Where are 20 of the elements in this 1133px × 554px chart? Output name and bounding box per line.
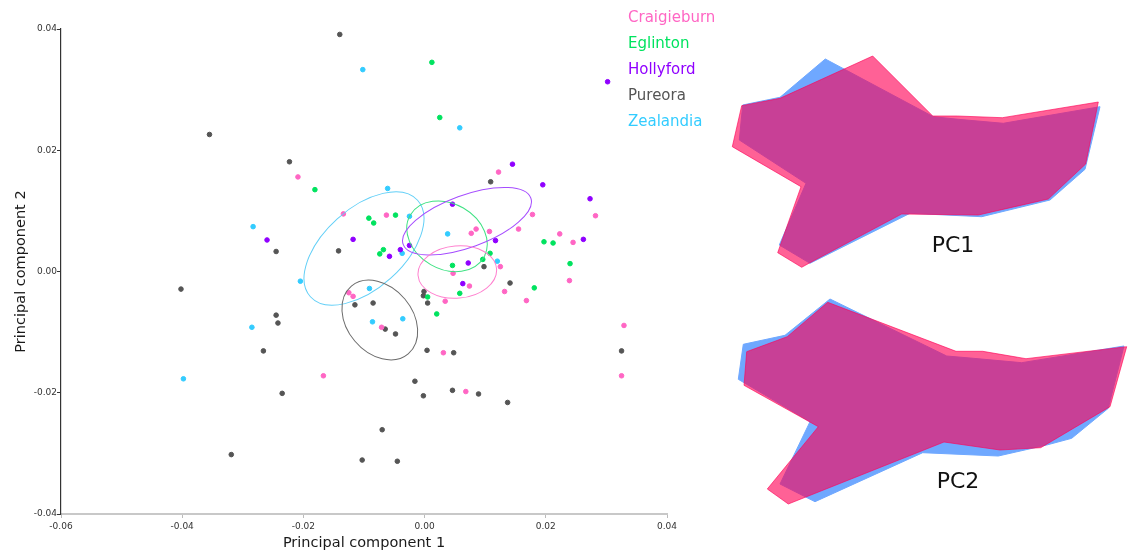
- x-tick-label: 0.04: [656, 520, 678, 531]
- y-tick-label: -0.02: [33, 387, 57, 398]
- text: PC2: [936, 467, 980, 493]
- x-tick-label: -0.04: [170, 520, 195, 531]
- y-tick-label: 0.00: [36, 265, 58, 276]
- y-tick-label: 0.04: [36, 23, 58, 34]
- x-tick-label: -0.06: [49, 520, 73, 531]
- text: Craigieburn: [628, 7, 716, 26]
- text: Zealandia: [628, 111, 703, 130]
- text: Eglinton: [628, 33, 690, 52]
- text: Pureora: [628, 85, 686, 104]
- y-tick-label: -0.04: [33, 508, 58, 519]
- x-tick-label: -0.02: [291, 520, 316, 531]
- text: PC1: [931, 231, 975, 257]
- text: Hollyford: [628, 59, 696, 78]
- y-axis-title: Principal component 2: [12, 190, 29, 353]
- x-tick-label: 0.00: [414, 520, 435, 531]
- x-tick-label: 0.02: [535, 520, 556, 531]
- x-axis-title: Principal component 1: [282, 534, 446, 551]
- y-tick-label: 0.02: [36, 144, 57, 155]
